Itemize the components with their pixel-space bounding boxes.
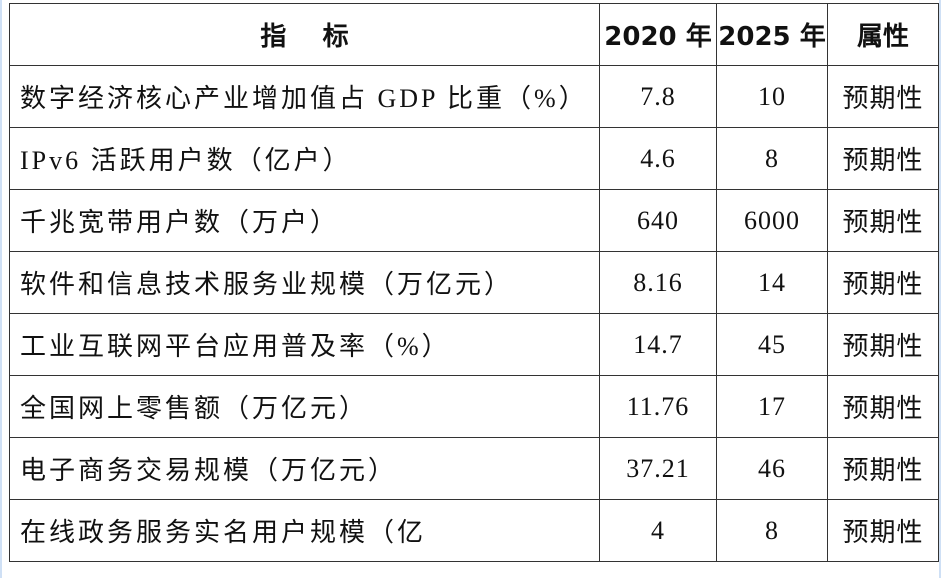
table-cell: 预期性 [827,437,939,500]
indicator-name: 工业互联网平台应用普及率（%） [9,313,600,376]
header-cell: 2025 年 [716,3,828,66]
indicator-name: IPv6 活跃用户数（亿户） [9,127,600,190]
table-cell: 预期性 [827,499,939,562]
table-cell: 8.16 [599,251,717,314]
table-cell: 预期性 [827,65,939,128]
table-row: IPv6 活跃用户数（亿户） 4.6 8 预期性 [9,127,939,190]
table-row: 全国网上零售额（万亿元） 11.76 17 预期性 [9,375,939,438]
table-cell: 46 [716,437,828,500]
table-cell: 11.76 [599,375,717,438]
header-cell: 属性 [827,3,939,66]
indicator-name: 全国网上零售额（万亿元） [9,375,600,438]
table-cell: 4 [599,499,717,562]
table-cell: 17 [716,375,828,438]
indicator-name: 数字经济核心产业增加值占 GDP 比重（%） [9,65,600,128]
indicator-name: 软件和信息技术服务业规模（万亿元） [9,251,600,314]
table-row: 千兆宽带用户数（万户） 640 6000 预期性 [9,189,939,252]
header-row: 指 标 2020 年 2025 年属性 [9,3,939,66]
table-row: 在线政务服务实名用户规模（亿 4 8 预期性 [9,499,939,562]
indicator-table: 指 标 2020 年 2025 年属性 数字经济核心产业增加值占 GDP 比重（%）… [9,3,939,562]
table-cell: 10 [716,65,828,128]
table-cell: 14.7 [599,313,717,376]
table-cell: 预期性 [827,127,939,190]
table-row: 电子商务交易规模（万亿元） 37.21 46 预期性 [9,437,939,500]
indicator-name: 电子商务交易规模（万亿元） [9,437,600,500]
table-cell: 6000 [716,189,828,252]
header-cell: 2020 年 [599,3,717,66]
indicator-name: 千兆宽带用户数（万户） [9,189,600,252]
header-cell: 指 标 [9,3,600,66]
table-cell: 4.6 [599,127,717,190]
indicator-name: 在线政务服务实名用户规模（亿 [9,499,600,562]
table-cell: 预期性 [827,313,939,376]
table-cell: 预期性 [827,189,939,252]
table-row: 软件和信息技术服务业规模（万亿元） 8.16 14 预期性 [9,251,939,314]
table-cell: 8 [716,499,828,562]
table-cell: 14 [716,251,828,314]
table-cell: 8 [716,127,828,190]
table-cell: 7.8 [599,65,717,128]
table-cell: 预期性 [827,375,939,438]
table-cell: 预期性 [827,251,939,314]
table-cell: 640 [599,189,717,252]
table-cell: 37.21 [599,437,717,500]
table-cell: 45 [716,313,828,376]
table-row: 工业互联网平台应用普及率（%） 14.7 45 预期性 [9,313,939,376]
table-row: 数字经济核心产业增加值占 GDP 比重（%） 7.8 10 预期性 [9,65,939,128]
